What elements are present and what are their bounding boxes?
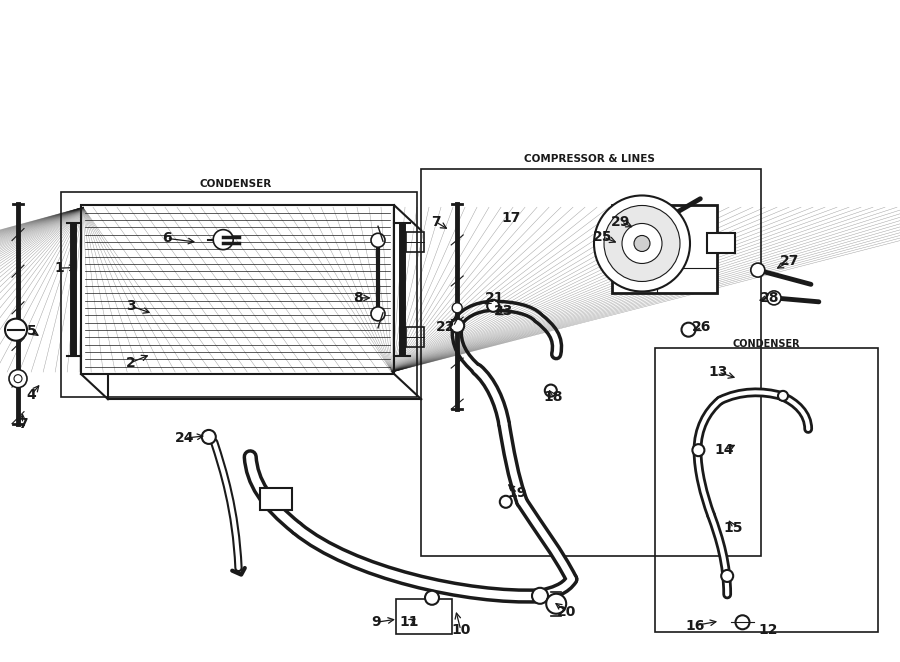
Bar bbox=[406, 327, 424, 347]
Text: 2: 2 bbox=[126, 355, 135, 370]
Text: 15: 15 bbox=[724, 521, 743, 536]
Text: 19: 19 bbox=[508, 486, 527, 500]
Bar bbox=[707, 234, 735, 254]
Text: 3: 3 bbox=[126, 299, 135, 313]
Bar bbox=[612, 205, 717, 293]
Circle shape bbox=[371, 233, 385, 248]
Text: 5: 5 bbox=[27, 324, 36, 338]
Bar bbox=[396, 599, 452, 634]
Text: 11: 11 bbox=[400, 615, 419, 630]
Circle shape bbox=[532, 588, 548, 604]
Text: CONDENSER: CONDENSER bbox=[200, 179, 272, 189]
Circle shape bbox=[5, 318, 27, 341]
Text: 1: 1 bbox=[55, 261, 64, 275]
Circle shape bbox=[735, 615, 750, 630]
Text: CONDENSER: CONDENSER bbox=[733, 339, 801, 350]
Text: 16: 16 bbox=[685, 618, 705, 633]
Text: 25: 25 bbox=[593, 230, 613, 244]
Text: 29: 29 bbox=[611, 214, 631, 229]
Text: 24: 24 bbox=[175, 431, 194, 446]
Circle shape bbox=[487, 300, 500, 312]
Text: 27: 27 bbox=[779, 254, 799, 269]
Circle shape bbox=[452, 303, 463, 313]
Circle shape bbox=[767, 291, 781, 305]
Circle shape bbox=[751, 263, 765, 277]
Circle shape bbox=[692, 444, 705, 456]
Circle shape bbox=[681, 322, 696, 337]
Circle shape bbox=[202, 430, 216, 444]
Circle shape bbox=[213, 230, 233, 250]
Text: 8: 8 bbox=[354, 291, 363, 305]
Text: 7: 7 bbox=[431, 214, 440, 229]
Text: 6: 6 bbox=[162, 231, 171, 246]
Text: 14: 14 bbox=[715, 443, 734, 457]
Circle shape bbox=[371, 307, 385, 321]
Text: 21: 21 bbox=[485, 291, 505, 305]
Text: 18: 18 bbox=[544, 390, 563, 404]
Circle shape bbox=[622, 224, 662, 263]
Text: 26: 26 bbox=[692, 320, 712, 334]
Circle shape bbox=[544, 385, 557, 397]
Text: 7: 7 bbox=[18, 416, 27, 431]
Bar bbox=[259, 488, 292, 510]
Polygon shape bbox=[81, 205, 394, 374]
Text: 10: 10 bbox=[451, 623, 471, 638]
Text: 9: 9 bbox=[372, 615, 381, 630]
Bar bbox=[406, 232, 424, 252]
Text: 17: 17 bbox=[501, 211, 521, 226]
Circle shape bbox=[450, 318, 464, 333]
Circle shape bbox=[500, 496, 512, 508]
Bar bbox=[421, 169, 761, 556]
Circle shape bbox=[650, 216, 664, 231]
Circle shape bbox=[721, 570, 734, 582]
Text: 28: 28 bbox=[760, 291, 779, 305]
Bar bbox=[61, 192, 417, 397]
Bar bbox=[655, 348, 878, 632]
Circle shape bbox=[604, 205, 680, 281]
Text: 23: 23 bbox=[494, 304, 514, 318]
Text: COMPRESSOR & LINES: COMPRESSOR & LINES bbox=[524, 154, 655, 164]
Circle shape bbox=[634, 236, 650, 252]
Text: 4: 4 bbox=[27, 387, 36, 402]
Circle shape bbox=[9, 369, 27, 388]
Circle shape bbox=[546, 594, 566, 614]
Circle shape bbox=[594, 195, 690, 291]
Circle shape bbox=[425, 591, 439, 605]
Text: 22: 22 bbox=[436, 320, 455, 334]
Circle shape bbox=[778, 391, 788, 401]
Text: 13: 13 bbox=[708, 365, 728, 379]
Text: 12: 12 bbox=[759, 623, 778, 638]
Text: 20: 20 bbox=[557, 604, 577, 619]
